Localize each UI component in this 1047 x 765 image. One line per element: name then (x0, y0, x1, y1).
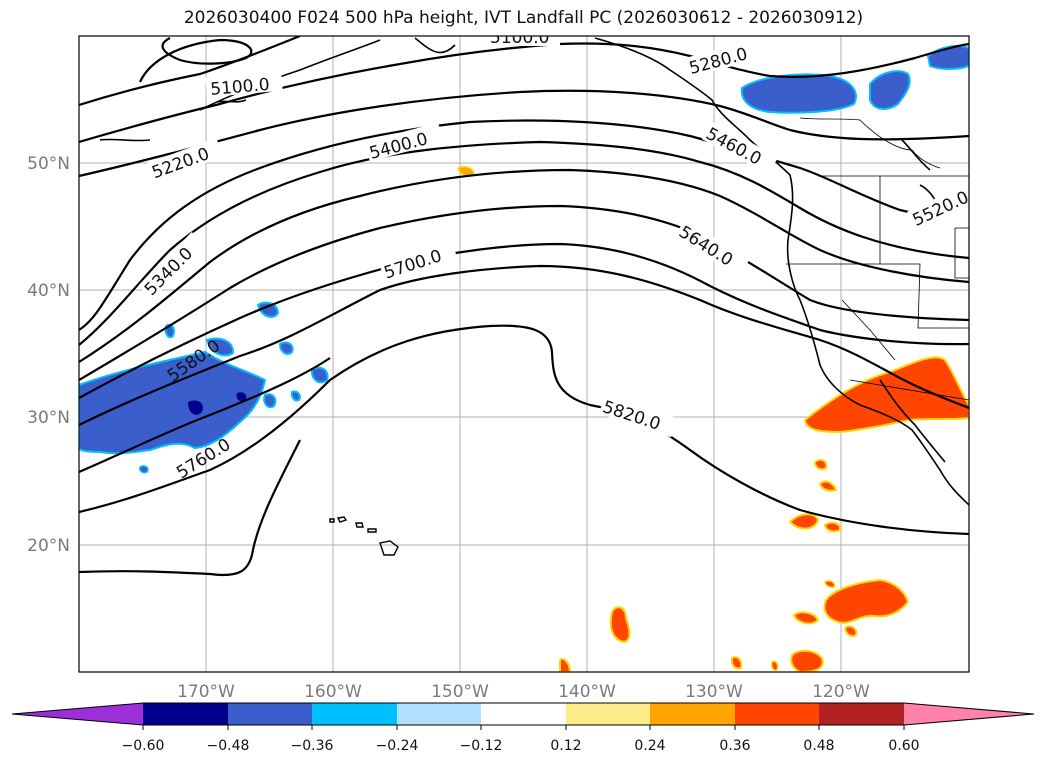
longitude-label: 130°W (685, 682, 743, 702)
colorbar-segment (904, 703, 1034, 725)
colorbar-segment (819, 703, 904, 725)
colorbar-segment (228, 703, 312, 725)
longitude-label: 170°W (177, 682, 235, 702)
negative-ivt-shading (79, 45, 969, 474)
longitude-axis: 170°W 160°W 150°W 140°W 130°W 120°W (177, 682, 870, 702)
latitude-label: 30°N (27, 408, 70, 428)
colorbar-segment (143, 703, 228, 725)
hawaii-islands (329, 516, 399, 556)
longitude-label: 150°W (431, 682, 489, 702)
map-frame (78, 35, 970, 673)
colorbar-tick-label: 0.12 (550, 738, 581, 754)
colorbar-tick-label: 0.48 (803, 738, 834, 754)
colorbar-segment (397, 703, 481, 725)
positive-ivt-shading (457, 166, 969, 672)
contour-label: 5100.0 (490, 28, 549, 48)
colorbar-tick-label: −0.24 (376, 738, 419, 754)
colorbar-tick-label: 0.36 (719, 738, 750, 754)
colorbar: −0.60 −0.48 −0.36 −0.24 −0.12 0.12 0.24 … (11, 702, 1035, 754)
colorbar-tick-label: −0.60 (122, 738, 165, 754)
colorbar-segment (312, 703, 397, 725)
colorbar-tick-label: −0.12 (460, 738, 503, 754)
latitude-label: 20°N (27, 536, 70, 556)
colorbar-tick-label: −0.48 (207, 738, 250, 754)
political-borders (786, 117, 969, 401)
latitude-label: 40°N (27, 281, 70, 301)
colorbar-tick-label: 0.24 (634, 738, 665, 754)
height-contours (79, 36, 969, 577)
latitude-axis: 50°N 40°N 30°N 20°N (27, 154, 70, 556)
colorbar-tick-label: 0.60 (888, 738, 919, 754)
colorbar-segment (12, 703, 143, 725)
colorbar-segment (650, 703, 735, 725)
longitude-label: 120°W (812, 682, 870, 702)
longitude-label: 140°W (558, 682, 616, 702)
colorbar-segment (735, 703, 819, 725)
colorbar-segment (481, 703, 566, 725)
latitude-label: 50°N (27, 154, 70, 174)
longitude-label: 160°W (304, 682, 362, 702)
colorbar-segment (566, 703, 650, 725)
map-title: 2026030400 F024 500 hPa height, IVT Land… (183, 8, 864, 28)
colorbar-tick-label: −0.36 (291, 738, 334, 754)
